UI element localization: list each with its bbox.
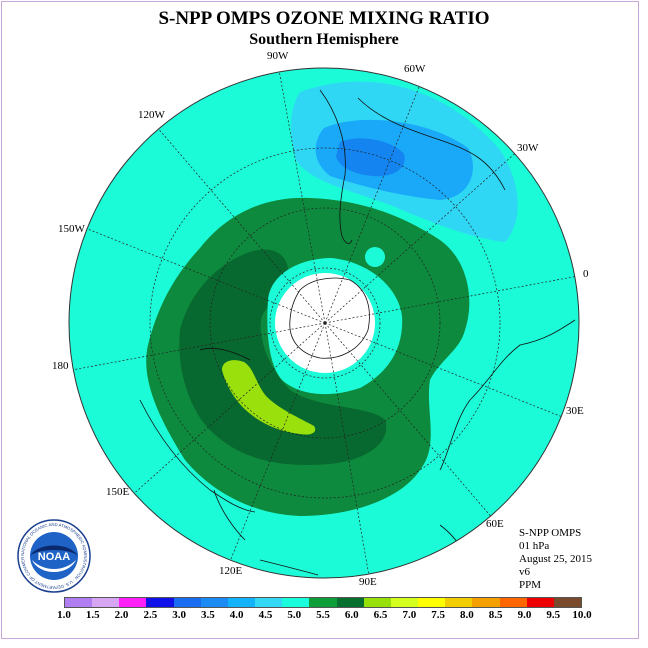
color-bar-tick-label: 4.0 (229, 609, 244, 621)
lon-label-60e: 60E (486, 518, 504, 530)
lon-label-60w: 60W (404, 63, 426, 75)
color-bar-tick-label: 5.0 (287, 609, 302, 621)
color-bar-tick-label: 6.0 (344, 609, 359, 621)
color-bar-segment (65, 598, 93, 607)
color-bar-tick-label: 5.5 (316, 609, 330, 621)
color-bar-tick-label: 7.5 (431, 609, 445, 621)
lon-label-0: 0 (583, 268, 589, 280)
color-bar-segment (146, 598, 174, 607)
color-bar (64, 597, 582, 608)
color-bar-segment (526, 598, 554, 607)
ozone-region-lime (222, 360, 316, 435)
color-bar-tick-label: 7.0 (402, 609, 417, 621)
color-bar-segment (282, 598, 310, 607)
color-bar-segment (227, 598, 256, 607)
ozone-region-dark-green (179, 249, 387, 465)
graticule (71, 69, 579, 577)
color-bar-tick-label: 6.5 (373, 609, 388, 621)
lon-label-90e: 90E (359, 576, 377, 588)
color-bar-segment (119, 598, 147, 607)
lon-label-120w: 120W (138, 109, 165, 121)
color-bar-tick-label: 10.0 (572, 609, 592, 621)
color-bar-tick-label: 8.0 (460, 609, 474, 621)
color-bar-segment (363, 598, 391, 607)
color-bar-segment (445, 598, 473, 607)
color-bar-labels: 1.0 1.5 2.0 2.5 3.0 3.5 4.0 4.5 5.0 5.5 6.0 6.5 7.0 7… (0, 609, 648, 623)
color-bar-tick-label: 8.5 (488, 609, 503, 621)
product-info: S-NPP OMPS 01 hPa August 25, 2015 v6 PPM (519, 527, 592, 592)
color-bar-segment (309, 598, 337, 607)
color-bar-segment (200, 598, 228, 607)
figure-frame (1, 1, 639, 639)
color-bar-tick-label: 9.5 (546, 609, 561, 621)
color-bar-tick-label: 9.0 (517, 609, 532, 621)
lon-label-90w: 90W (267, 50, 289, 62)
map-title: S-NPP OMPS OZONE MIXING RATIO (158, 8, 490, 29)
lon-label-180: 180 (52, 360, 69, 372)
lon-label-120e: 120E (219, 565, 243, 577)
color-bar-segment (499, 598, 527, 607)
info-instrument: S-NPP OMPS (519, 527, 582, 539)
info-level: 01 hPa (519, 540, 550, 552)
color-bar-segment (472, 598, 500, 607)
info-version: v6 (519, 566, 530, 578)
lon-label-30w: 30W (517, 142, 539, 154)
lon-label-150e: 150E (106, 486, 130, 498)
map-outline (68, 67, 580, 579)
color-bar-segment (553, 598, 581, 607)
color-bar-segment (418, 598, 446, 607)
color-bar-tick-label: 1.5 (85, 609, 100, 621)
color-bar-segment (390, 598, 419, 607)
map-subtitle: Southern Hemisphere (249, 31, 399, 48)
lon-label-150w: 150W (58, 223, 85, 235)
color-bar-segment (173, 598, 201, 607)
color-bar-segment (92, 598, 120, 607)
color-bar-tick-label: 1.0 (57, 609, 71, 621)
color-bar-tick-label: 2.5 (143, 609, 158, 621)
color-bar-tick-label: 2.0 (114, 609, 129, 621)
color-bar-tick-label: 3.5 (201, 609, 215, 621)
lon-label-30e: 30E (566, 405, 584, 417)
noaa-logo-text: NOAA (38, 551, 70, 563)
info-units: PPM (519, 579, 542, 591)
color-bar-segment (255, 598, 283, 607)
color-bar-tick-label: 3.0 (172, 609, 186, 621)
color-bar-tick-label: 4.5 (258, 609, 273, 621)
color-bar-segment (336, 598, 364, 607)
noaa-logo: NOAA NATIONAL OCEANIC AND ATMOSPHERIC AD… (14, 514, 92, 594)
ozone-cyan-blob (365, 247, 385, 267)
info-date: August 25, 2015 (519, 553, 593, 565)
